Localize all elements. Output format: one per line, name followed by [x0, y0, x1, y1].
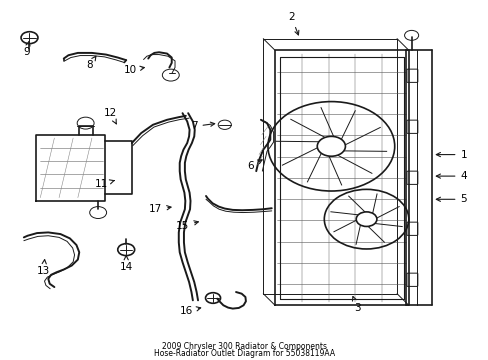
Text: 17: 17 [149, 204, 171, 214]
Text: 11: 11 [95, 179, 114, 189]
Text: 6: 6 [247, 160, 262, 171]
Text: 9: 9 [23, 41, 30, 57]
Text: 10: 10 [123, 65, 144, 75]
Text: 8: 8 [86, 56, 96, 70]
Circle shape [355, 212, 376, 226]
Circle shape [317, 136, 345, 156]
Text: 7: 7 [190, 121, 214, 131]
Text: 12: 12 [104, 108, 117, 124]
Text: 15: 15 [176, 221, 198, 231]
Text: 3: 3 [352, 297, 360, 312]
Text: 5: 5 [435, 194, 466, 204]
Text: 1: 1 [435, 150, 466, 159]
Text: 4: 4 [435, 171, 466, 181]
Text: 16: 16 [179, 306, 200, 316]
Text: Hose-Radiator Outlet Diagram for 55038119AA: Hose-Radiator Outlet Diagram for 5503811… [154, 349, 334, 358]
Text: 2009 Chrysler 300 Radiator & Components: 2009 Chrysler 300 Radiator & Components [162, 342, 326, 351]
Text: 13: 13 [37, 260, 50, 276]
Text: 2: 2 [287, 12, 298, 35]
Text: 14: 14 [120, 256, 133, 271]
